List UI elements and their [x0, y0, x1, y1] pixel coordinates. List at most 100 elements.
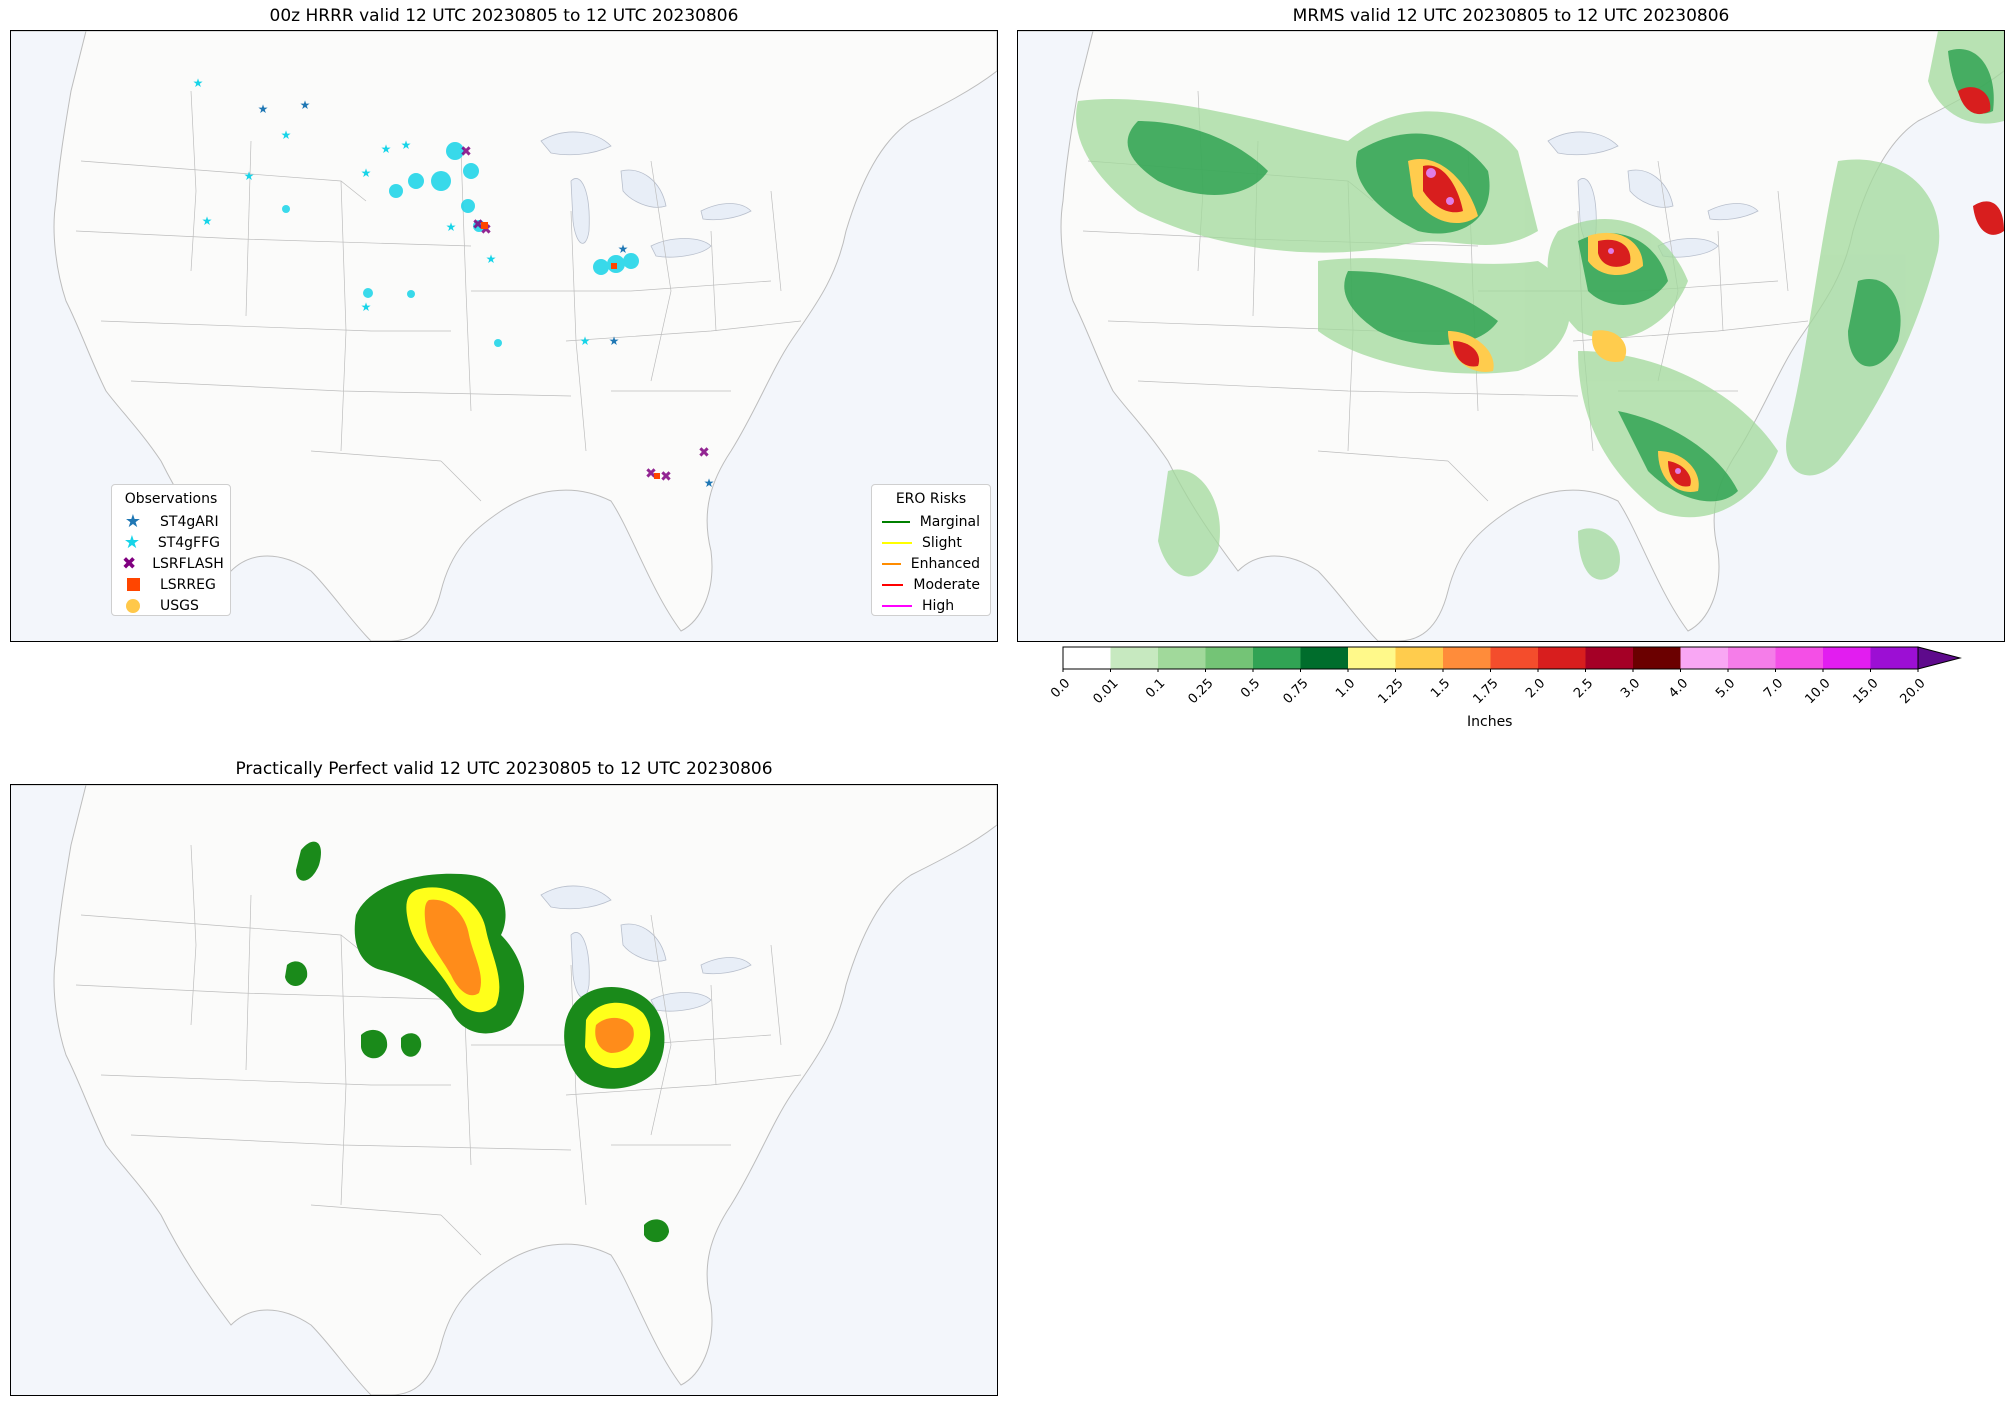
observations-legend-title: Observations [124, 491, 218, 507]
state-border [190, 844, 197, 1026]
state-border [340, 180, 347, 452]
square-icon [122, 578, 144, 591]
legend-label: High [922, 597, 955, 614]
colorbar-tick-label: 10.0 [1802, 676, 1834, 708]
lake [540, 885, 612, 910]
legend-item-lsrflash: ✖ LSRFLASH [122, 553, 224, 574]
pp-map[interactable] [10, 784, 998, 1396]
state-border [245, 140, 252, 317]
enhanced-line-icon [882, 562, 901, 565]
ffg-star: ★ [401, 138, 412, 152]
lake [620, 169, 667, 208]
hrrr-map[interactable]: ★ ★ ★ ★ ★ ★ ★ ★ ★ ★ ★ ★ ★ ★ ★ ★ ✖ ✖ [10, 30, 998, 642]
lake [700, 203, 752, 221]
ffg-marker [446, 142, 464, 160]
state-border [1717, 230, 1724, 332]
ffg-star: ★ [580, 334, 591, 348]
legend-item-slight: Slight [882, 532, 980, 553]
ffg-star: ★ [281, 128, 292, 142]
colorbar-segment [1300, 647, 1348, 669]
colorbar-tick-label: 1.5 [1428, 676, 1454, 702]
legend-item-moderate: Moderate [882, 574, 980, 595]
lsrflash-marker: ✖ [645, 466, 657, 482]
ffg-marker [407, 290, 415, 298]
ffg-star: ★ [361, 300, 372, 314]
ffg-marker [623, 253, 639, 269]
marginal-area [361, 1029, 388, 1059]
ffg-marker [463, 163, 479, 179]
colorbar-tick-label: 0.01 [1090, 676, 1122, 708]
lsrflash-marker: ✖ [472, 217, 484, 233]
state-border [1137, 380, 1579, 397]
lsrreg-marker [481, 222, 488, 229]
state-border [1447, 460, 1489, 502]
slight-line-icon [882, 541, 912, 544]
lake [1707, 203, 1759, 221]
state-border [650, 160, 672, 382]
legend-item-enhanced: Enhanced [882, 553, 980, 574]
state-border [440, 1214, 482, 1256]
lake [1547, 131, 1619, 156]
colorbar-segment [1538, 647, 1586, 669]
x-marker-icon: ✖ [122, 553, 137, 574]
colorbar-segment [1775, 647, 1823, 669]
observation-markers: ★ ★ ★ ★ ★ ★ ★ ★ ★ ★ ★ ★ ★ ★ ★ ★ ✖ ✖ [193, 76, 715, 490]
state-border [1317, 450, 1449, 462]
lsrflash-marker: ✖ [460, 144, 472, 160]
colorbar-segment [1728, 647, 1776, 669]
ffg-marker [363, 288, 373, 298]
ffg-star: ★ [486, 252, 497, 266]
moderate-line-icon [882, 583, 904, 586]
colorbar-tick-label: 1.0 [1333, 676, 1359, 702]
colorbar-tick-label: 15.0 [1850, 676, 1882, 708]
colorbar-segment [1585, 647, 1633, 669]
lsrreg-marker [611, 263, 617, 269]
legend-label: LSRREG [160, 576, 216, 593]
state-border [245, 894, 252, 1071]
colorbar-segment [1158, 647, 1206, 669]
colorbar-tick-label: 20.0 [1897, 676, 1929, 708]
mrms-map[interactable] [1017, 30, 2005, 642]
colorbar-segment [1205, 647, 1253, 669]
ffg-marker [431, 171, 451, 191]
enhanced-area [424, 899, 482, 996]
ffg-star: ★ [446, 220, 457, 234]
mrms-panel-title: MRMS valid 12 UTC 20230805 to 12 UTC 202… [1292, 6, 1730, 26]
state-border [130, 1134, 572, 1151]
ffg-marker [461, 199, 475, 213]
marginal-area [296, 841, 321, 881]
state-border [710, 230, 717, 332]
lake [540, 131, 612, 156]
legend-label: ST4gFFG [157, 534, 220, 551]
lake [620, 923, 667, 962]
legend-label: Enhanced [910, 555, 980, 572]
ari-star: ★ [300, 98, 311, 112]
colorbar-segment [1870, 647, 1918, 669]
colorbar-segment [1633, 647, 1681, 669]
ffg-star: ★ [244, 169, 255, 183]
state-border [471, 280, 772, 292]
colorbar-tick-label: 2.5 [1570, 676, 1597, 702]
state-border [710, 984, 717, 1086]
state-border [770, 944, 782, 1046]
ffg-marker [282, 205, 290, 213]
lsrflash-marker: ✖ [698, 445, 710, 461]
state-border [770, 190, 782, 292]
marginal-area [401, 1033, 422, 1057]
colorbar-segment [1348, 647, 1396, 669]
state-border [75, 230, 472, 247]
lsrflash-marker: ✖ [480, 222, 492, 238]
legend-label: ST4gARI [160, 513, 219, 530]
colorbar-segment [1063, 647, 1111, 669]
observations-legend: Observations ★ ST4gARI ★ ST4gFFG ✖ LSRFL… [111, 484, 231, 616]
legend-item-usgs: USGS [122, 595, 220, 616]
state-border [100, 1074, 451, 1086]
marginal-line-icon [882, 520, 910, 523]
colorbar-tick-label: 2.0 [1523, 676, 1549, 702]
ffg-marker [408, 173, 424, 189]
land-area [11, 785, 997, 1395]
colorbar-tick-label: 4.0 [1665, 676, 1692, 702]
state-border [460, 150, 472, 412]
legend-item-high: High [882, 595, 980, 616]
legend-label: LSRFLASH [152, 555, 224, 572]
